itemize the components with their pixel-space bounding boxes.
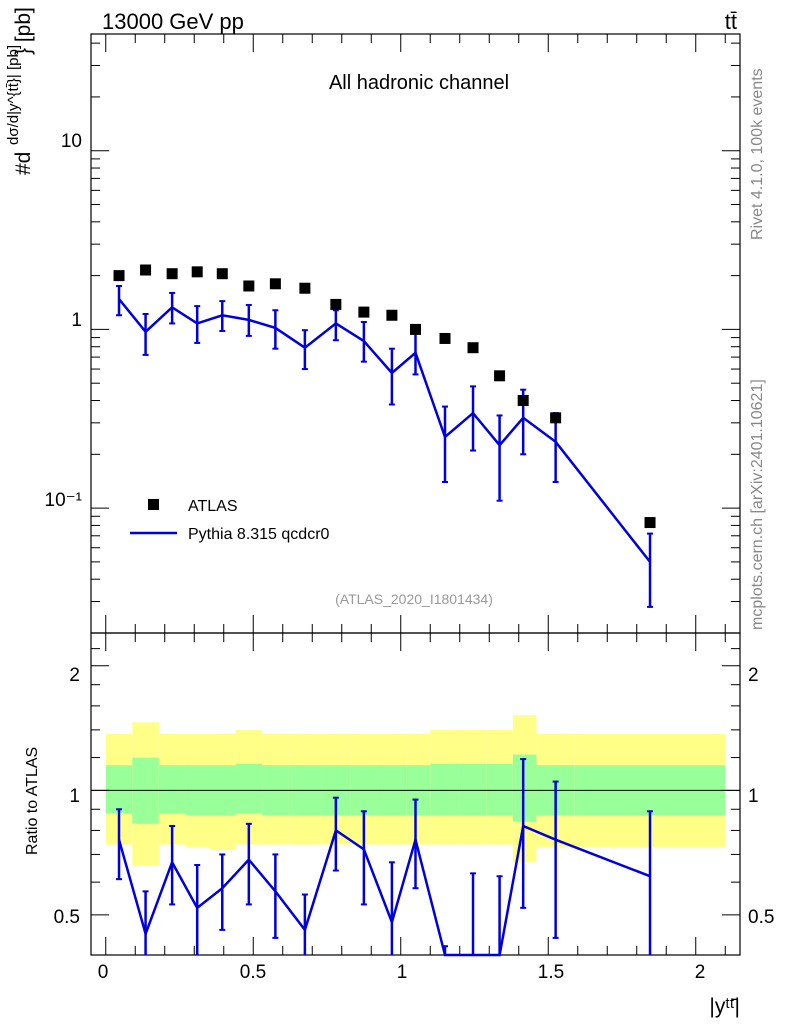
xtick-label: 1	[397, 962, 408, 983]
main-y-ticks	[91, 42, 740, 634]
ratio-band-inner	[235, 763, 263, 814]
ratio-ytick-label-right: 1	[748, 786, 759, 807]
legend-atlas-marker	[148, 499, 159, 510]
atlas-data-point	[517, 395, 529, 407]
atlas-series-main	[113, 264, 656, 529]
plot-title: All hadronic channel	[329, 72, 509, 94]
legend: ATLAS Pythia 8.315 qcdcr0	[130, 498, 330, 543]
atlas-data-point	[439, 332, 451, 344]
x-axis-ticks	[105, 34, 726, 955]
atlas-data-point	[386, 309, 398, 321]
atlas-data-point	[191, 266, 203, 278]
ratio-band-inner	[158, 765, 186, 814]
mc-line	[118, 298, 651, 563]
legend-mc-label: Pythia 8.315 qcdcr0	[188, 526, 330, 543]
xtick-label: 0	[98, 962, 109, 983]
mc-series-main	[116, 284, 654, 608]
y-label-prefix: #d	[12, 152, 35, 175]
atlas-data-point	[644, 517, 656, 529]
ratio-y-axis-label: Ratio to ATLAS	[24, 747, 41, 855]
main-ytick-label: 1	[71, 310, 82, 331]
ratio-ytick-label: 2	[69, 665, 80, 686]
atlas-data-point	[358, 306, 370, 318]
xtick-label: 0.5	[240, 962, 266, 983]
ratio-band-inner	[486, 763, 513, 816]
ratio-plot-frame	[90, 632, 741, 956]
ratio-band-inner	[105, 765, 133, 814]
xtick-label: 1.5	[538, 962, 564, 983]
ratio-band-inner	[430, 763, 460, 816]
atlas-data-point	[243, 280, 255, 292]
atlas-data-point	[269, 278, 281, 290]
legend-atlas-label: ATLAS	[188, 498, 238, 515]
atlas-data-point	[140, 264, 152, 276]
ratio-y-ticks	[91, 648, 740, 916]
energy-label: 13000 GeV pp	[102, 9, 244, 34]
mc-ratio-line	[117, 824, 651, 957]
main-ytick-label: 10⁻¹	[45, 490, 83, 511]
atlas-data-point	[166, 268, 178, 280]
process-label: tt̄	[725, 9, 737, 34]
rivet-label: Rivet 4.1.0, 100k events	[749, 68, 766, 240]
y-label-numerator: dσ/d|y^{tt̄}| [pb]	[5, 45, 22, 145]
x-axis-label: |yᵗᵗ̄|	[709, 995, 740, 1018]
atlas-data-point	[299, 282, 311, 294]
atlas-data-point	[216, 268, 228, 280]
y-label-unit: } [pb]	[12, 7, 35, 55]
atlas-data-point	[330, 298, 342, 310]
mc-series-ratio	[116, 758, 654, 957]
ratio-ytick-label: 0.5	[54, 907, 80, 928]
mcplots-label: mcplots.cern.ch [arXiv:2401.10621]	[749, 379, 766, 630]
main-ytick-label: 10	[61, 131, 82, 152]
ratio-ytick-label: 1	[69, 786, 80, 807]
atlas-data-point	[113, 270, 125, 282]
main-y-axis-label: #d dσ/d|y^{tt̄}| [pb] } [pb]	[5, 7, 35, 175]
analysis-id: (ATLAS_2020_I1801434)	[335, 591, 493, 607]
ratio-ytick-label-right: 2	[748, 665, 759, 686]
xtick-label: 2	[695, 962, 706, 983]
ratio-ytick-label-right: 0.5	[748, 907, 774, 928]
atlas-data-point	[410, 323, 421, 335]
ratio-band-inner	[512, 754, 537, 822]
atlas-data-point	[550, 412, 562, 424]
ratio-band-inner	[459, 763, 487, 816]
atlas-data-point	[467, 342, 479, 354]
atlas-data-point	[494, 370, 506, 382]
